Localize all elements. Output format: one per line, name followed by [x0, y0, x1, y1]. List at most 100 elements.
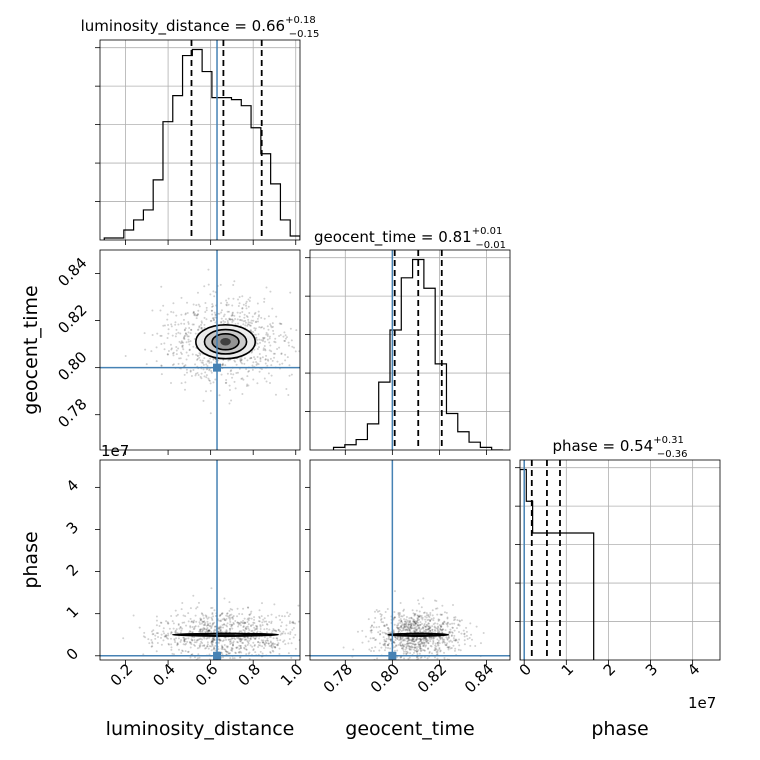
p20-sample-point: [277, 642, 280, 645]
p20-sample-point: [238, 651, 241, 654]
p10-sample-point: [227, 303, 230, 306]
p20-sample-point: [210, 642, 213, 645]
p21-sample-point: [424, 620, 427, 623]
p10-sample-point: [196, 354, 199, 357]
p21-sample-point: [451, 626, 454, 629]
p20-sample-point: [283, 639, 286, 642]
p10-sample-point: [248, 357, 251, 360]
p10-sample-point: [234, 318, 237, 321]
p10-sample-point: [151, 309, 154, 312]
p21-sample-point: [399, 638, 402, 641]
p10-sample-point: [188, 327, 191, 330]
p21-sample-point: [352, 648, 355, 651]
p21-sample-point: [409, 626, 412, 629]
p21-sample-point: [438, 618, 441, 621]
p10-sample-point: [265, 380, 268, 383]
p20-sample-point: [200, 618, 203, 621]
p21-sample-point: [379, 613, 382, 616]
p21-sample-point: [407, 623, 410, 626]
p10-sample-point: [303, 351, 305, 353]
p10-sample-point: [276, 360, 279, 363]
p21-sample-point: [466, 637, 469, 640]
p20-sample-point: [188, 641, 191, 644]
p21-sample-point: [439, 638, 442, 641]
p20-sample-point: [263, 628, 266, 631]
p21-sample-point: [445, 644, 448, 647]
p21-sample-point: [425, 637, 428, 640]
p20-sample-point: [233, 637, 236, 640]
p20-sample-point: [180, 629, 183, 632]
p21-sample-point: [426, 638, 429, 641]
p21-sample-point: [446, 621, 449, 624]
p20-sample-point: [230, 660, 232, 662]
p20-sample-point: [243, 636, 246, 639]
p21-sample-point: [419, 647, 422, 650]
p21-sample-point: [448, 640, 451, 643]
p20-sample-point: [246, 639, 249, 642]
p20-sample-point: [206, 622, 209, 625]
p10-sample-point: [228, 402, 231, 405]
p21-sample-point: [453, 639, 456, 642]
p21-sample-point: [409, 625, 412, 628]
p20-sample-point: [229, 657, 232, 660]
p20-sample-point: [196, 657, 199, 660]
p10-yticklabel-3: 0.84: [54, 254, 90, 290]
p10-sample-point: [200, 321, 203, 324]
p21-sample-point: [454, 618, 457, 621]
p20-sample-point: [251, 645, 254, 648]
p10-sample-point: [187, 340, 190, 343]
p21-sample-point: [375, 638, 378, 641]
p20-sample-point: [232, 641, 235, 644]
p21-sample-point: [413, 613, 416, 616]
p21-sample-point: [432, 641, 435, 644]
p21-sample-point: [437, 629, 440, 632]
p10-sample-point: [192, 311, 195, 314]
p21-sample-point: [432, 619, 435, 622]
p21-sample-point: [392, 618, 395, 621]
p20-sample-point: [228, 601, 231, 604]
p21-sample-point: [429, 618, 432, 621]
p10-sample-point: [231, 313, 234, 316]
p21-sample-point: [407, 627, 410, 630]
p20-sample-point: [218, 638, 221, 641]
p21-sample-point: [449, 661, 451, 663]
p21-sample-point: [457, 641, 460, 644]
p21-sample-point: [419, 638, 422, 641]
p20-sample-point: [217, 630, 220, 633]
p20-sample-point: [265, 620, 268, 623]
p20-sample-point: [213, 628, 216, 631]
p21-sample-point: [383, 631, 386, 634]
p10-sample-point: [232, 319, 235, 322]
p21-sample-point: [410, 648, 413, 651]
p20-sample-point: [210, 630, 213, 633]
p21-sample-point: [429, 613, 432, 616]
p20-sample-point: [252, 621, 255, 624]
p21-sample-point: [452, 637, 455, 640]
p20-sample-point: [207, 629, 210, 632]
p21-sample-point: [413, 618, 416, 621]
p10-sample-point: [241, 362, 244, 365]
p21-sample-point: [426, 648, 429, 651]
p10-sample-point: [253, 348, 256, 351]
p20-sample-point: [243, 646, 246, 649]
p20-sample-point: [252, 649, 255, 652]
p20-sample-point: [279, 639, 282, 642]
p21-sample-point: [454, 638, 457, 641]
p21-sample-point: [416, 624, 419, 627]
p21-sample-point: [416, 628, 419, 631]
p20-sample-point: [210, 627, 213, 630]
p10-sample-point: [201, 362, 204, 365]
p20-sample-point: [228, 627, 231, 630]
p20-sample-point: [203, 628, 206, 631]
p20-sample-point: [172, 622, 175, 625]
p20-sample-point: [262, 618, 265, 621]
p20-sample-point: [228, 652, 231, 655]
p21-sample-point: [416, 650, 419, 653]
p21-sample-point: [407, 637, 410, 640]
p10-sample-point: [227, 297, 230, 300]
p20-sample-point: [211, 644, 214, 647]
p20-sample-point: [236, 615, 239, 618]
p21-sample-point: [427, 641, 430, 644]
p10-sample-point: [199, 352, 202, 355]
p20-sample-point: [198, 644, 201, 647]
